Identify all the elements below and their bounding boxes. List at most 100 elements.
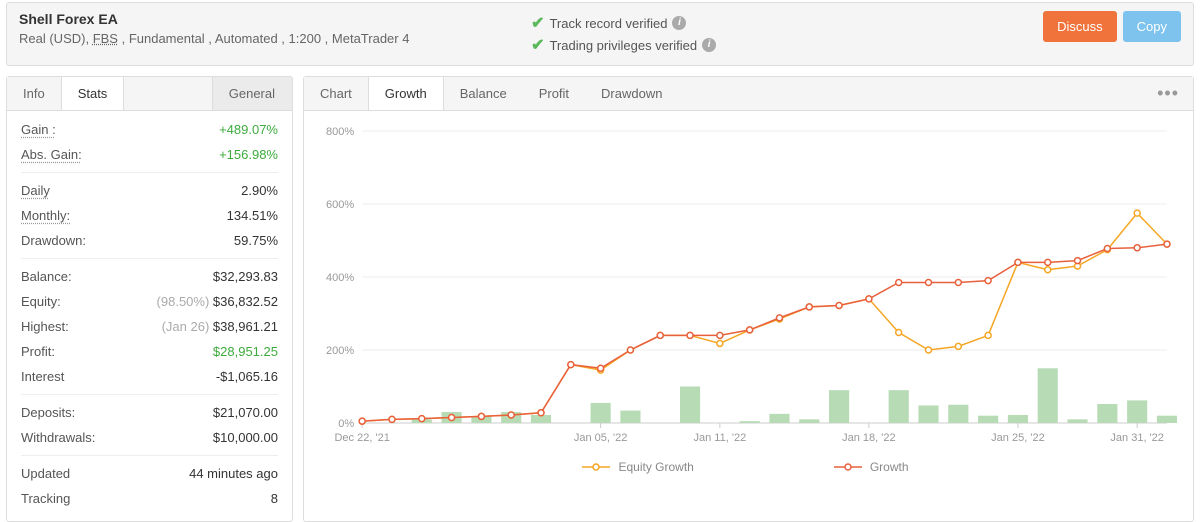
stat-drawdown: Drawdown: 59.75% <box>21 228 278 253</box>
stat-gain: Gain : +489.07% <box>21 117 278 142</box>
chart-area: 0% 200% 400% 600% 800% Dec 22, '21 Jan 05, '22… <box>304 111 1193 491</box>
svg-text:200%: 200% <box>326 345 354 357</box>
chart-panel: Chart Growth Balance Profit Drawdown •••… <box>303 76 1194 522</box>
svg-text:Jan 11, '22: Jan 11, '22 <box>693 432 746 444</box>
svg-text:400%: 400% <box>326 272 354 284</box>
stat-profit: Profit: $28,951.25 <box>21 339 278 364</box>
stat-updated: Updated 44 minutes ago <box>21 461 278 486</box>
info-icon[interactable]: i <box>702 38 716 52</box>
check-icon: ✔ <box>531 13 544 33</box>
stat-daily-value: 2.90% <box>241 183 278 198</box>
stat-profit-value: $28,951.25 <box>213 344 278 359</box>
stat-absgain-label: Abs. Gain: <box>21 147 82 162</box>
info-icon[interactable]: i <box>672 16 686 30</box>
legend-marker-equity <box>582 462 610 472</box>
stat-highest-label: Highest: <box>21 319 69 334</box>
stat-withdrawals: Withdrawals: $10,000.00 <box>21 425 278 450</box>
legend-marker-growth <box>834 462 862 472</box>
svg-text:600%: 600% <box>326 199 354 211</box>
tab-general[interactable]: General <box>212 77 292 110</box>
check-icon: ✔ <box>531 35 544 55</box>
stat-tracking: Tracking 8 <box>21 486 278 511</box>
stat-balance: Balance: $32,293.83 <box>21 264 278 289</box>
stat-updated-value: 44 minutes ago <box>189 466 278 481</box>
stat-daily-label: Daily <box>21 183 50 198</box>
stat-deposits-label: Deposits: <box>21 405 75 420</box>
stat-tracking-value: 8 <box>271 491 278 506</box>
stat-balance-label: Balance: <box>21 269 72 284</box>
verify-trading-text: Trading privileges verified <box>549 38 697 53</box>
stat-drawdown-label: Drawdown: <box>21 233 86 248</box>
svg-text:0%: 0% <box>338 418 354 430</box>
tab-balance[interactable]: Balance <box>444 77 523 110</box>
account-meta: Real (USD), FBS , Fundamental , Automate… <box>19 31 531 46</box>
stat-daily: Daily 2.90% <box>21 178 278 203</box>
stat-interest: Interest -$1,065.16 <box>21 364 278 389</box>
stat-monthly-value: 134.51% <box>227 208 278 223</box>
verify-trading-row: ✔ Trading privileges verified i <box>531 35 1043 55</box>
header-right: Discuss Copy <box>1043 11 1181 42</box>
header-left: Shell Forex EA Real (USD), FBS , Fundame… <box>19 11 531 46</box>
divider <box>21 172 278 173</box>
svg-text:Dec 22, '21: Dec 22, '21 <box>334 432 389 444</box>
header-bar: Shell Forex EA Real (USD), FBS , Fundame… <box>6 2 1194 66</box>
tab-profit[interactable]: Profit <box>523 77 585 110</box>
discuss-button[interactable]: Discuss <box>1043 11 1117 42</box>
verify-track-row: ✔ Track record verified i <box>531 13 1043 33</box>
stat-highest: Highest: (Jan 26) $38,961.21 <box>21 314 278 339</box>
left-tabs: Info Stats General <box>7 77 292 111</box>
chart-more-icon[interactable]: ••• <box>1143 83 1193 104</box>
growth-chart: 0% 200% 400% 600% 800% Dec 22, '21 Jan 05, '22… <box>314 121 1177 451</box>
stat-withdrawals-value: $10,000.00 <box>213 430 278 445</box>
stat-highest-muted: (Jan 26) <box>162 319 210 334</box>
svg-text:800%: 800% <box>326 126 354 138</box>
stat-equity-muted: (98.50%) <box>157 294 210 309</box>
legend-equity-growth: Equity Growth <box>582 460 693 474</box>
meta-prefix: Real (USD), <box>19 31 93 46</box>
stat-gain-label: Gain : <box>21 122 56 137</box>
svg-text:Jan 18, '22: Jan 18, '22 <box>842 432 896 444</box>
stat-deposits-value: $21,070.00 <box>213 405 278 420</box>
stat-drawdown-value: 59.75% <box>234 233 278 248</box>
stat-equity: Equity: (98.50%) $36,832.52 <box>21 289 278 314</box>
stat-balance-value: $32,293.83 <box>213 269 278 284</box>
stat-abs-gain: Abs. Gain: +156.98% <box>21 142 278 167</box>
tab-growth[interactable]: Growth <box>368 77 444 110</box>
tab-chart[interactable]: Chart <box>304 77 368 110</box>
account-title: Shell Forex EA <box>19 11 531 27</box>
svg-text:Jan 05, '22: Jan 05, '22 <box>574 432 628 444</box>
stat-highest-amount: $38,961.21 <box>213 319 278 334</box>
svg-text:Jan 31, '22: Jan 31, '22 <box>1110 432 1164 444</box>
verify-track-text: Track record verified <box>549 16 667 31</box>
divider <box>21 394 278 395</box>
legend-growth: Growth <box>834 460 909 474</box>
stat-profit-label: Profit: <box>21 344 55 359</box>
chart-legend: Equity Growth Growth <box>314 454 1177 474</box>
stat-monthly: Monthly:134.51% <box>21 203 278 228</box>
divider <box>21 455 278 456</box>
stat-absgain-value: +156.98% <box>219 147 278 162</box>
stat-equity-amount: $36,832.52 <box>213 294 278 309</box>
svg-text:Jan 25, '22: Jan 25, '22 <box>991 432 1045 444</box>
stat-highest-value: (Jan 26) $38,961.21 <box>162 319 278 334</box>
stat-gain-value: +489.07% <box>219 122 278 137</box>
tab-drawdown[interactable]: Drawdown <box>585 77 678 110</box>
meta-broker-link[interactable]: FBS <box>93 31 118 46</box>
chart-tabs: Chart Growth Balance Profit Drawdown ••• <box>304 77 1193 111</box>
stat-updated-label: Updated <box>21 466 70 481</box>
stat-withdrawals-label: Withdrawals: <box>21 430 95 445</box>
stat-equity-label: Equity: <box>21 294 61 309</box>
legend-growth-label: Growth <box>870 460 909 474</box>
meta-suffix: , Fundamental , Automated , 1:200 , Meta… <box>118 31 409 46</box>
legend-equity-label: Equity Growth <box>618 460 693 474</box>
stat-interest-value: -$1,065.16 <box>216 369 278 384</box>
copy-button[interactable]: Copy <box>1123 11 1181 42</box>
tab-info[interactable]: Info <box>7 77 62 110</box>
main: Info Stats General Gain : +489.07% Abs. G… <box>0 76 1200 522</box>
stat-interest-label: Interest <box>21 369 64 384</box>
stat-equity-value: (98.50%) $36,832.52 <box>157 294 278 309</box>
divider <box>21 258 278 259</box>
stat-deposits: Deposits: $21,070.00 <box>21 400 278 425</box>
tab-stats[interactable]: Stats <box>61 77 125 110</box>
stat-tracking-label: Tracking <box>21 491 70 506</box>
